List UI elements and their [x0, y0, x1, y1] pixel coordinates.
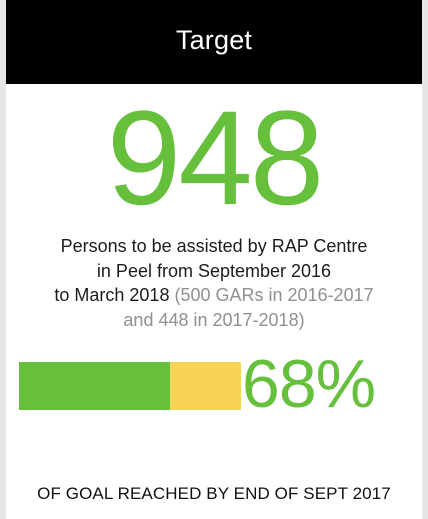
- target-card: Target 948 Persons to be assisted by RAP…: [6, 0, 422, 519]
- header-title: Target: [175, 24, 253, 55]
- goal-description-line-2: in Peel from September 2016: [96, 260, 332, 281]
- goal-description: Persons to be assisted by RAP Centre in …: [6, 234, 422, 332]
- progress-caption: OF GOAL REACHED BY END OF SEPT 2017: [37, 484, 391, 503]
- progress-bar: [19, 362, 241, 410]
- header-banner: Target: [6, 0, 422, 84]
- goal-breakdown-part-2: and 448 in 2017-2018): [123, 309, 305, 330]
- goal-breakdown-part-1: (500 GARs in 2016-2017: [169, 285, 374, 305]
- progress-percent: 68%: [242, 346, 376, 422]
- goal-number: 948: [106, 84, 325, 233]
- goal-date-range-end: to March 2018: [54, 285, 170, 305]
- goal-description-line-1: Persons to be assisted by RAP Centre: [60, 236, 368, 256]
- goal-description-line-3: to March 2018 (500 GARs in 2016-2017: [6, 283, 422, 308]
- progress-bar-fill: [19, 362, 170, 410]
